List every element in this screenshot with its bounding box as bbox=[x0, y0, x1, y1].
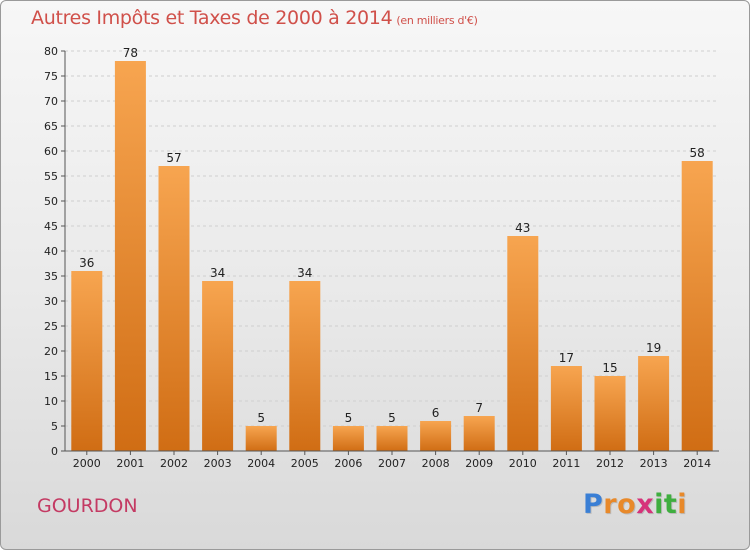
x-tick-label-2000: 2000 bbox=[73, 457, 101, 470]
x-tick-label-2012: 2012 bbox=[596, 457, 624, 470]
x-tick-label-2005: 2005 bbox=[291, 457, 319, 470]
chart-subtitle: (en milliers d'€) bbox=[396, 14, 478, 27]
value-label-2004: 5 bbox=[257, 411, 265, 425]
value-label-2010: 43 bbox=[515, 221, 530, 235]
value-label-2014: 58 bbox=[690, 146, 705, 160]
bar-2006 bbox=[332, 426, 364, 451]
value-label-2000: 36 bbox=[79, 256, 94, 270]
proxiti-logo: Proxiti bbox=[583, 489, 687, 520]
y-tick-label: 0 bbox=[51, 445, 58, 458]
value-label-2001: 78 bbox=[123, 46, 138, 60]
bar-2008 bbox=[420, 421, 452, 451]
y-tick-label: 5 bbox=[51, 420, 58, 433]
value-label-2013: 19 bbox=[646, 341, 661, 355]
x-tick-label-2008: 2008 bbox=[422, 457, 450, 470]
bar-2007 bbox=[376, 426, 408, 451]
bar-2012 bbox=[594, 376, 626, 451]
value-label-2002: 57 bbox=[166, 151, 181, 165]
logo-letter: t bbox=[663, 489, 678, 520]
x-tick-label-2010: 2010 bbox=[509, 457, 537, 470]
y-axis: 0 5 10 15 20 25 30 35 40 45 50 55 60 65 70 75 80 bbox=[44, 45, 66, 458]
y-tick-label: 65 bbox=[44, 120, 58, 133]
y-tick-label: 55 bbox=[44, 170, 58, 183]
bar-2002 bbox=[158, 166, 190, 451]
logo-letter: i bbox=[654, 489, 664, 520]
y-tick-label: 30 bbox=[44, 295, 58, 308]
bar-2005 bbox=[289, 281, 321, 451]
x-axis: 2000 2001 2002 2003 2004 2005 2006 2007 2008 2009… bbox=[65, 450, 719, 470]
y-tick-label: 50 bbox=[44, 195, 58, 208]
logo-letter: r bbox=[603, 489, 618, 520]
y-tick-label: 20 bbox=[44, 345, 58, 358]
bar-2001 bbox=[114, 61, 146, 451]
value-label-2008: 6 bbox=[432, 406, 440, 420]
logo-letter: P bbox=[583, 489, 604, 520]
x-tick-label-2004: 2004 bbox=[247, 457, 275, 470]
logo-letter: x bbox=[636, 489, 655, 520]
bar-2009 bbox=[463, 416, 495, 451]
value-label-2011: 17 bbox=[559, 351, 574, 365]
value-label-2006: 5 bbox=[345, 411, 353, 425]
x-tick-label-2003: 2003 bbox=[204, 457, 232, 470]
y-tick-label: 70 bbox=[44, 95, 58, 108]
value-label-2007: 5 bbox=[388, 411, 396, 425]
y-tick-label: 80 bbox=[44, 45, 58, 58]
y-tick-label: 60 bbox=[44, 145, 58, 158]
y-tick-label: 15 bbox=[44, 370, 58, 383]
x-tick-label-2001: 2001 bbox=[116, 457, 144, 470]
x-tick-label-2006: 2006 bbox=[334, 457, 362, 470]
chart-title-text: Autres Impôts et Taxes de 2000 à 2014 bbox=[31, 7, 393, 29]
logo-letter: i bbox=[677, 489, 688, 520]
value-label-2012: 15 bbox=[602, 361, 617, 375]
x-tick-label-2011: 2011 bbox=[552, 457, 580, 470]
x-tick-label-2013: 2013 bbox=[640, 457, 668, 470]
bar-2010 bbox=[507, 236, 539, 451]
x-tick-label-2014: 2014 bbox=[683, 457, 711, 470]
y-tick-label: 10 bbox=[44, 395, 58, 408]
bar-2013 bbox=[638, 356, 670, 451]
x-tick-label-2007: 2007 bbox=[378, 457, 406, 470]
value-label-2009: 7 bbox=[475, 401, 483, 415]
city-name: GOURDON bbox=[37, 495, 138, 517]
chart-title: Autres Impôts et Taxes de 2000 à 2014 (en… bbox=[31, 7, 478, 29]
y-tick-label: 25 bbox=[44, 320, 58, 333]
y-tick-label: 75 bbox=[44, 70, 58, 83]
bar-2003 bbox=[202, 281, 234, 451]
bars: 36 78 57 34 5 34 5 5 6 7 43 17 15 19 58 bbox=[71, 46, 713, 451]
logo-letter: o bbox=[617, 489, 637, 520]
bar-2014 bbox=[681, 161, 713, 451]
x-tick-label-2002: 2002 bbox=[160, 457, 188, 470]
y-tick-label: 35 bbox=[44, 270, 58, 283]
value-label-2003: 34 bbox=[210, 266, 225, 280]
bar-2011 bbox=[550, 366, 582, 451]
x-tick-label-2009: 2009 bbox=[465, 457, 493, 470]
bar-2000 bbox=[71, 271, 103, 451]
bar-2004 bbox=[245, 426, 277, 451]
y-tick-label: 45 bbox=[44, 220, 58, 233]
y-tick-label: 40 bbox=[44, 245, 58, 258]
value-label-2005: 34 bbox=[297, 266, 312, 280]
